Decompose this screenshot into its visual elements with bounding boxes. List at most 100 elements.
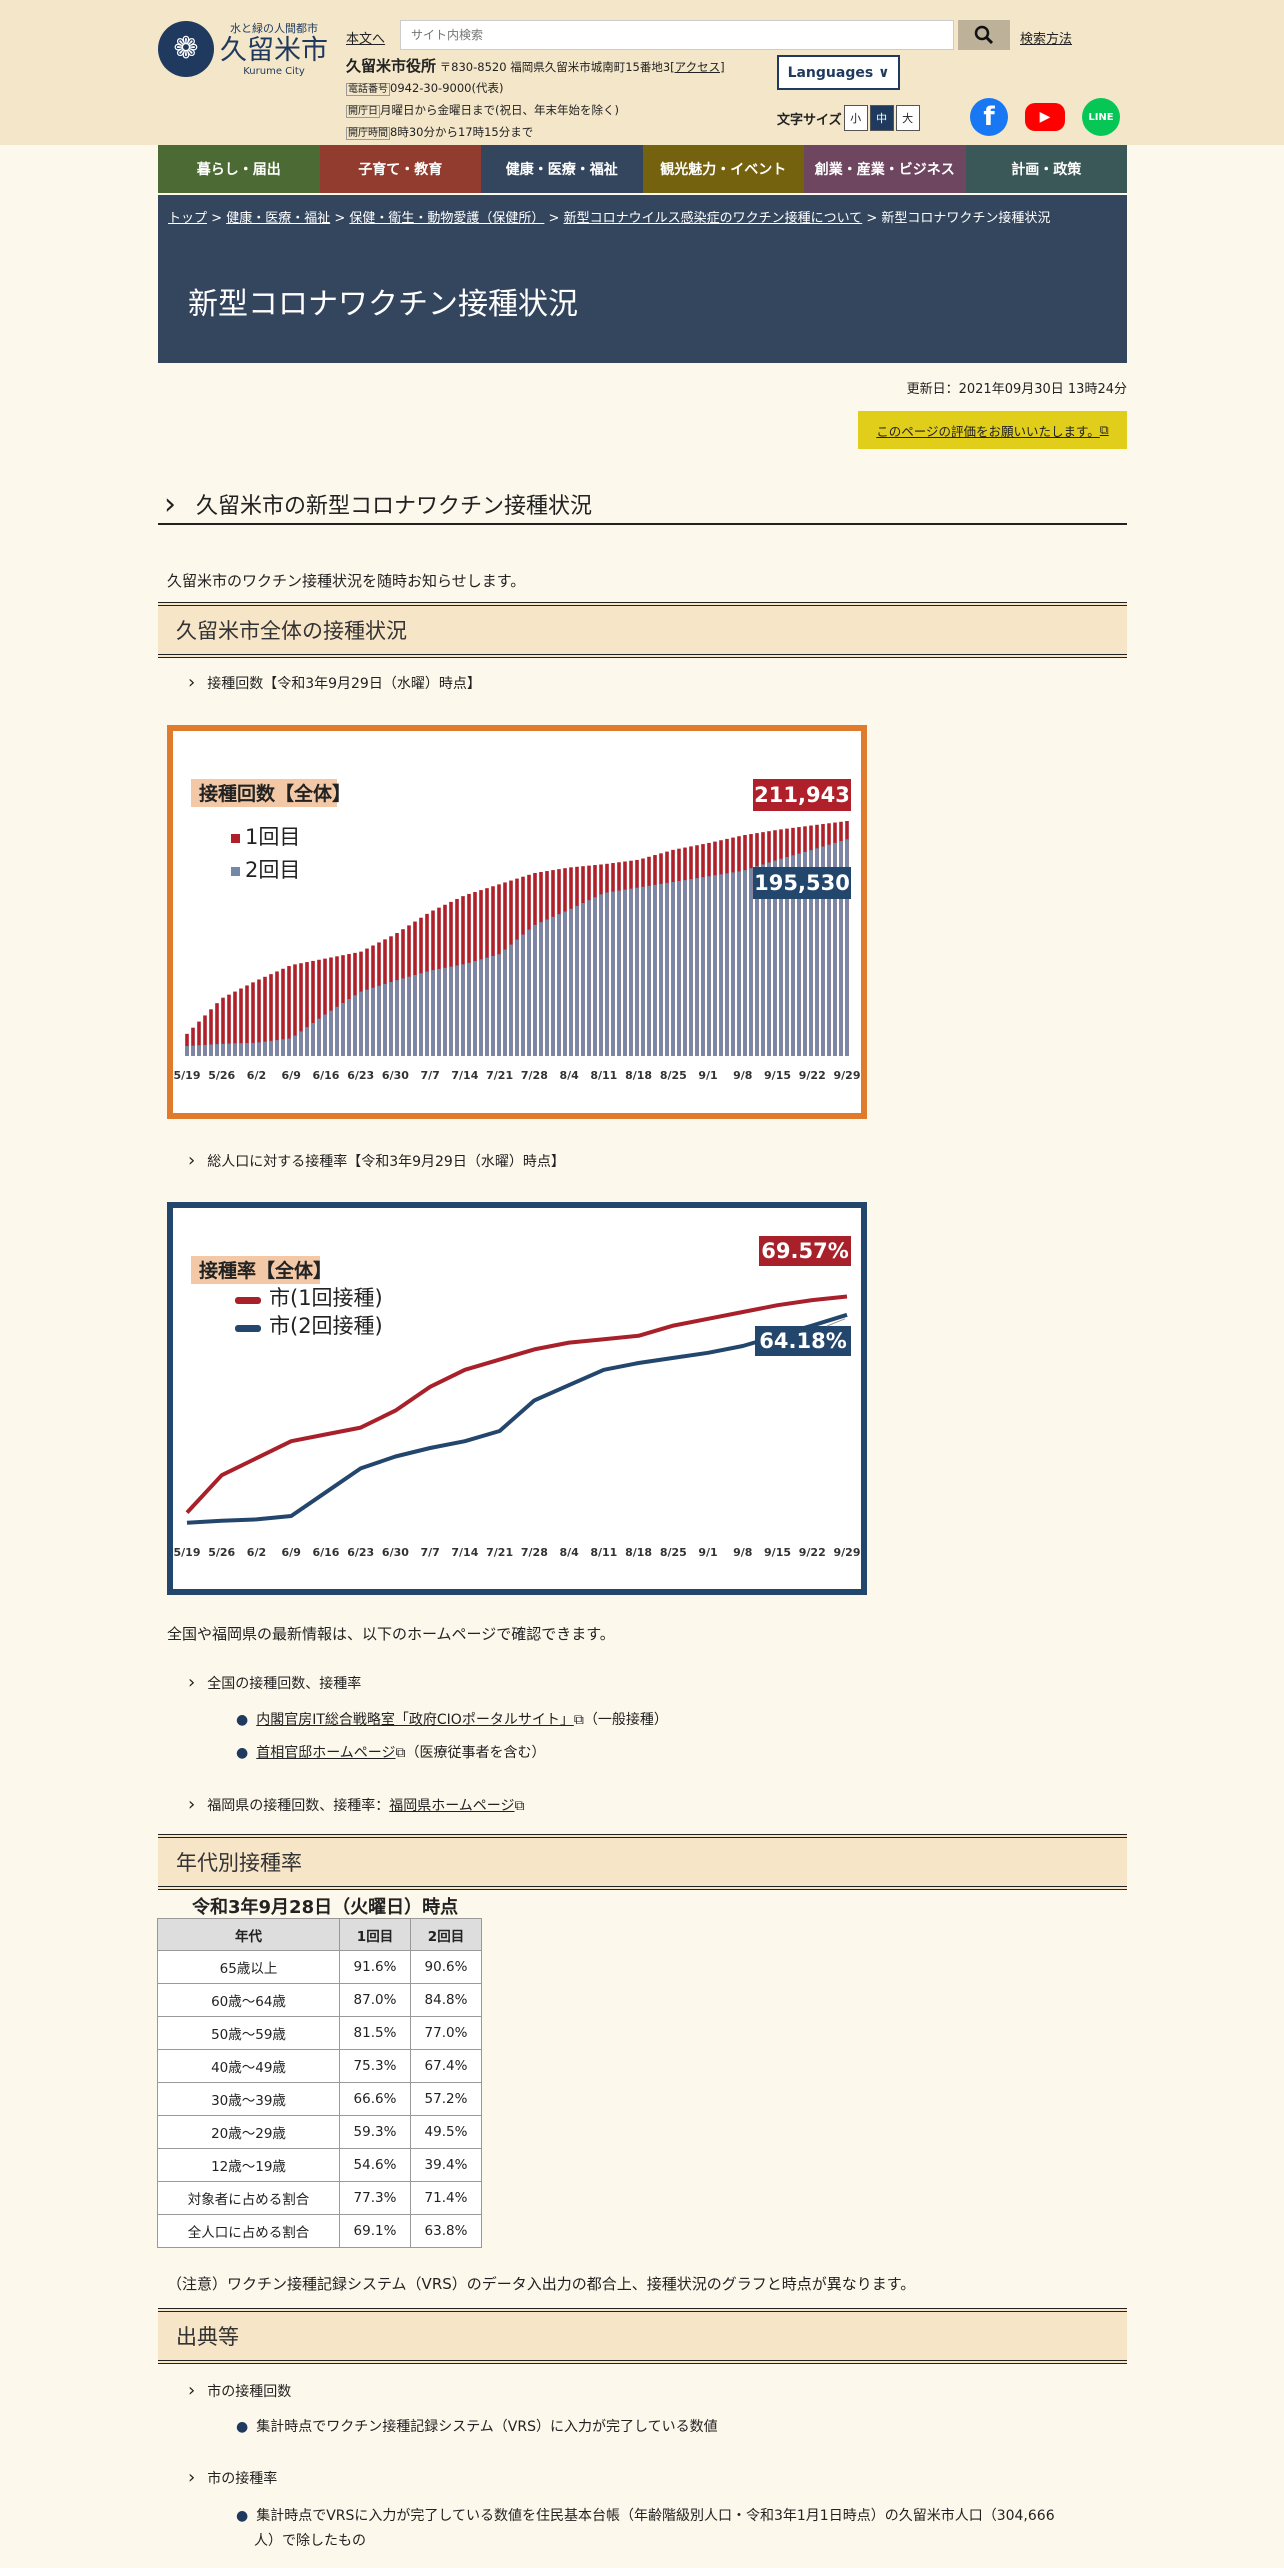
bar-dose2 — [731, 872, 735, 1056]
series-line — [186, 1312, 848, 1525]
table-row: 65歳以上 91.6% 90.6% — [157, 1950, 482, 1984]
x-tick-label: 9/29 — [834, 1069, 861, 1082]
phone-number: 0942-30-9000(代表) — [390, 81, 504, 95]
search-help-link[interactable]: 検索方法 — [1020, 32, 1073, 47]
x-tick-label: 8/18 — [625, 1069, 652, 1082]
callout-dose1: 211,943 — [754, 783, 850, 807]
external-window-icon: ⧉ — [573, 1712, 584, 1728]
bar-dose2 — [773, 860, 777, 1056]
x-tick-label: 7/14 — [451, 1546, 478, 1559]
nav-item-policy[interactable]: 計画・政策 — [965, 145, 1127, 193]
dose1-rate-cell: 81.5% — [339, 2016, 411, 2050]
callout-dose2: 195,530 — [754, 871, 850, 895]
font-size-large-button[interactable]: 大 — [895, 105, 920, 131]
bar-dose2 — [521, 934, 525, 1056]
breadcrumb-vaccine[interactable]: 新型コロナウイルス感染症のワクチン接種について — [563, 211, 863, 226]
breadcrumb-hygiene[interactable]: 保健・衛生・動物愛護（保健所） — [349, 211, 545, 226]
bar-dose2 — [473, 961, 477, 1056]
bar-dose2 — [683, 880, 687, 1056]
office-address: 〒830-8520 福岡県久留米市城南町15番地3 — [439, 60, 671, 74]
count-subheading: 接種回数【令和3年9月29日（水曜）時点】 — [188, 672, 481, 693]
chart-title: 接種率【全体】 — [199, 1259, 332, 1282]
breadcrumb-current: 新型コロナワクチン接種状況 — [881, 211, 1051, 226]
external-window-icon: ⧉ — [514, 1798, 525, 1814]
fukuoka-label: 福岡県の接種回数、接種率： — [207, 1798, 390, 1814]
fukuoka-link[interactable]: 福岡県ホームページ — [389, 1798, 515, 1814]
kantei-link[interactable]: 首相官邸ホームページ — [256, 1745, 396, 1761]
bar-dose2 — [815, 848, 819, 1056]
bar-dose2 — [725, 873, 729, 1056]
age-group-cell: 50歳～59歳 — [157, 2016, 340, 2050]
languages-button[interactable]: Languages ∨ — [777, 55, 900, 90]
bar-dose2 — [431, 970, 435, 1056]
dose2-rate-cell: 71.4% — [410, 2181, 482, 2215]
x-tick-label: 9/22 — [799, 1069, 826, 1082]
bar-dose2 — [623, 889, 627, 1056]
cio-portal-link[interactable]: 内閣官房IT総合戦略室「政府CIOポータルサイト」 — [256, 1712, 574, 1728]
nav-item-childcare[interactable]: 子育て・教育 — [319, 145, 481, 193]
search-button[interactable] — [958, 20, 1010, 50]
x-tick-label: 9/1 — [698, 1069, 717, 1082]
site-logo[interactable]: ❁ 水と緑の人間都市 久留米市 Kurume City — [158, 20, 328, 77]
bar-dose1 — [209, 1009, 213, 1056]
font-size-medium-button[interactable]: 中 — [869, 105, 894, 131]
bar-dose1 — [293, 964, 297, 1056]
bar-dose2 — [605, 892, 609, 1056]
x-tick-label: 9/29 — [834, 1546, 861, 1559]
bar-dose2 — [395, 980, 399, 1056]
bar-dose2 — [641, 886, 645, 1056]
links-intro: 全国や福岡県の最新情報は、以下のホームページで確認できます。 — [167, 1625, 615, 1643]
page-evaluation-button[interactable]: このページの評価をお願いいたします。 ⧉ — [858, 411, 1127, 449]
dose2-rate-cell: 84.8% — [410, 1983, 482, 2017]
bar-dose2 — [281, 1039, 285, 1056]
x-tick-label: 9/15 — [764, 1546, 791, 1559]
age-group-cell: 65歳以上 — [157, 1950, 340, 1984]
x-tick-label: 7/7 — [420, 1069, 439, 1082]
line-label: LINE — [1088, 111, 1114, 123]
updated-date: 更新日：2021年09月30日 13時24分 — [906, 382, 1127, 397]
table-row: 対象者に占める割合 77.3% 71.4% — [157, 2181, 482, 2215]
access-link[interactable]: [アクセス] — [670, 60, 725, 74]
dose2-rate-cell: 63.8% — [410, 2214, 482, 2248]
bar-dose2 — [263, 1041, 267, 1056]
bar-dose2 — [839, 841, 843, 1056]
font-size-small-button[interactable]: 小 — [843, 105, 868, 131]
callout-dose2: 64.18% — [759, 1329, 846, 1353]
x-tick-label: 9/8 — [733, 1546, 752, 1559]
search-icon — [974, 25, 994, 45]
bar-dose2 — [827, 844, 831, 1056]
x-tick-label: 6/30 — [382, 1069, 409, 1082]
search-input[interactable] — [400, 20, 954, 50]
x-tick-label: 7/21 — [486, 1069, 513, 1082]
line-icon[interactable]: LINE — [1082, 98, 1120, 136]
skip-to-content-link[interactable]: 本文へ — [346, 32, 386, 47]
nav-item-living[interactable]: 暮らし・届出 — [158, 145, 320, 193]
nav-item-business[interactable]: 創業・産業・ビジネス — [804, 145, 966, 193]
bar-dose2 — [587, 900, 591, 1056]
breadcrumb-health[interactable]: 健康・医療・福祉 — [226, 211, 331, 226]
bar-dose2 — [239, 1043, 243, 1056]
bar-dose2 — [203, 1044, 207, 1056]
nav-item-tourism[interactable]: 観光魅力・イベント — [642, 145, 804, 193]
bar-dose2 — [293, 1035, 297, 1056]
bar-dose2 — [671, 881, 675, 1056]
source-rate-item: 集計時点でVRSに入力が完了している数値を住民基本台帳（年齢階級別人口・令和3年… — [236, 2505, 1054, 2525]
bar-dose2 — [449, 966, 453, 1056]
breadcrumb-top[interactable]: トップ — [168, 211, 208, 226]
youtube-icon[interactable]: ▶ — [1025, 103, 1065, 131]
nav-item-health[interactable]: 健康・医療・福祉 — [481, 145, 643, 193]
bar-dose2 — [317, 1018, 321, 1056]
chevron-down-icon: ∨ — [878, 64, 890, 81]
table-row: 全人口に占める割合 69.1% 63.8% — [157, 2214, 482, 2248]
bar-dose2 — [539, 922, 543, 1056]
dose1-rate-cell: 66.6% — [339, 2082, 411, 2116]
bar-dose2 — [701, 877, 705, 1056]
fukuoka-subheading: 福岡県の接種回数、接種率：福岡県ホームページ⧉ — [188, 1794, 525, 1815]
bar-dose2 — [419, 973, 423, 1056]
bar-dose2 — [287, 1038, 291, 1056]
bar-dose2 — [755, 866, 759, 1056]
facebook-icon[interactable]: f — [970, 98, 1008, 136]
bar-dose2 — [635, 887, 639, 1056]
x-tick-label: 7/28 — [521, 1069, 548, 1082]
table-row: 30歳～39歳 66.6% 57.2% — [157, 2082, 482, 2116]
